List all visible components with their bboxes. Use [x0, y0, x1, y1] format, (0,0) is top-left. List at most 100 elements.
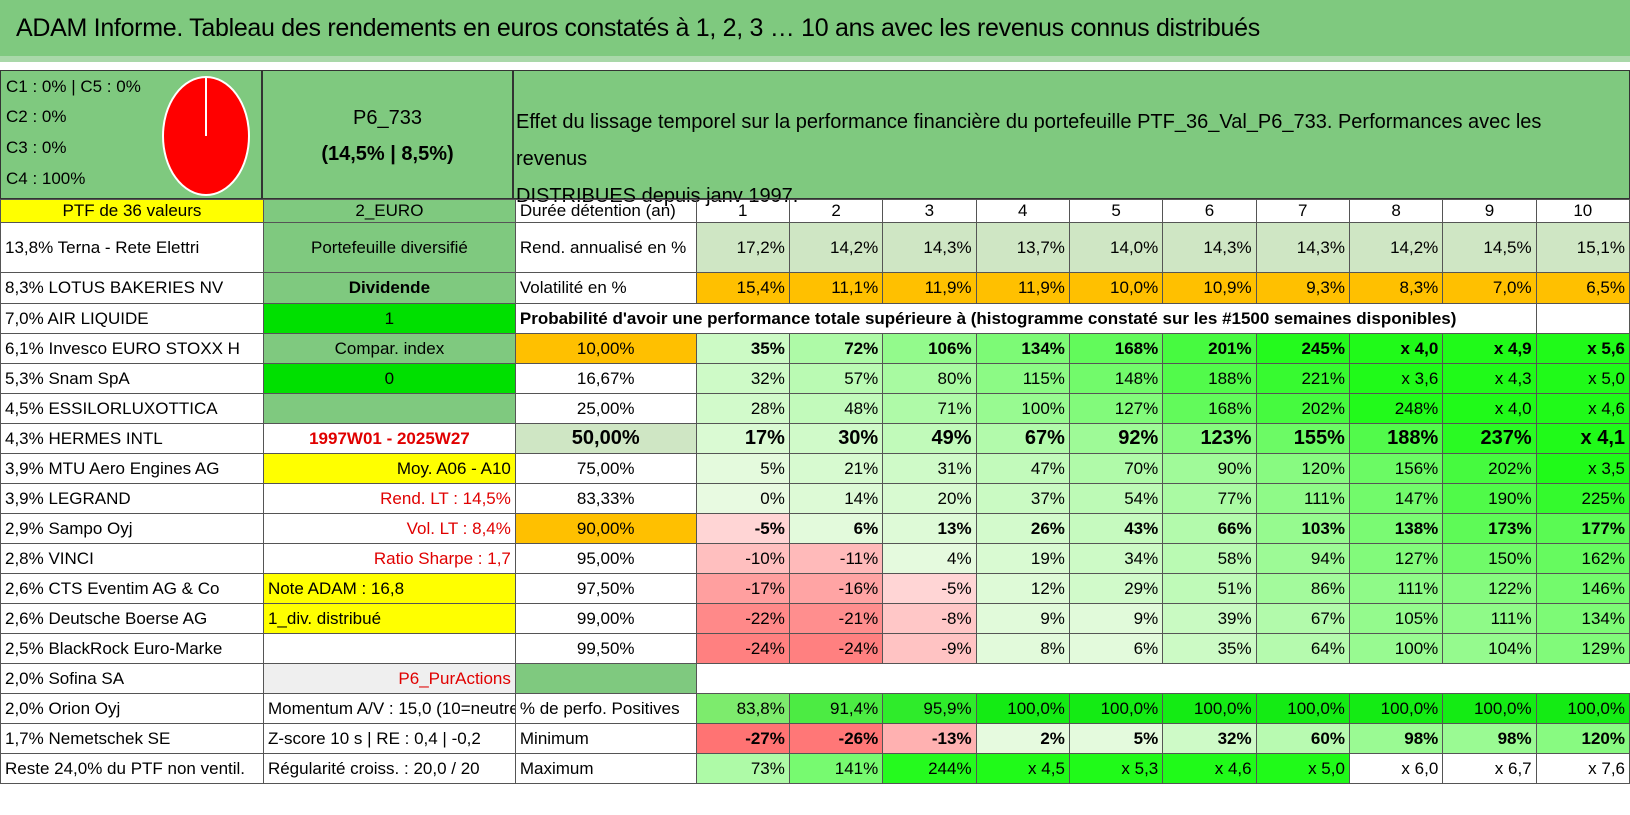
quantile-value: 146%	[1535, 573, 1630, 604]
vol-value: 7,0%	[1442, 272, 1537, 304]
table-row: Reste 24,0% du PTF non ventil. Régularité…	[0, 753, 1630, 784]
quantile-value: 201%	[1162, 333, 1257, 364]
info-cell: Note ADAM : 16,8	[262, 573, 516, 604]
holding-row: 4,5% ESSILORLUXOTTICA	[0, 393, 264, 424]
quantile-value: x 4,0	[1442, 393, 1537, 424]
max-value: x 6,0	[1348, 753, 1444, 784]
quantile-value: x 4,9	[1442, 333, 1537, 364]
class-line-3: C3 : 0%	[6, 138, 67, 157]
min-label: Minimum	[514, 723, 697, 754]
info-cell: 1_div. distribué	[262, 603, 516, 634]
quantile-value: 4%	[882, 543, 977, 574]
quantile-value: -16%	[788, 573, 884, 604]
pos-value: 91,4%	[788, 693, 884, 724]
description-panel: Effet du lissage temporel sur la perform…	[513, 70, 1630, 207]
min-value: -26%	[788, 723, 884, 754]
quantile-value: -22%	[695, 603, 790, 634]
quantile-value: 86%	[1255, 573, 1350, 604]
quantile-label: 95,00%	[514, 543, 697, 574]
info-cell: Portefeuille diversifié	[262, 222, 516, 273]
quantile-label: 83,33%	[514, 483, 697, 514]
holding-row: 6,1% Invesco EURO STOXX H	[0, 333, 264, 364]
table-row: 2,5% BlackRock Euro-Marke 99,50% -24% -24% -…	[0, 633, 1630, 664]
quantile-value: 177%	[1535, 513, 1630, 544]
quantile-value: 32%	[695, 363, 790, 394]
quantile-value: 29%	[1068, 573, 1164, 604]
quantile-value: 35%	[695, 333, 790, 364]
vol-value: 11,9%	[975, 272, 1070, 304]
pos-value: 100,0%	[975, 693, 1070, 724]
quantile-value: 150%	[1442, 543, 1537, 574]
pos-value: 100,0%	[1255, 693, 1350, 724]
year-header-3: 3	[882, 199, 977, 223]
table-row: 1,7% Nemetschek SE Z-score 10 s | RE : 0,…	[0, 723, 1630, 754]
col-header-holdings: PTF de 36 valeurs	[0, 199, 264, 223]
rend-label: Rend. annualisé en %	[514, 222, 697, 273]
quantile-value: 67%	[1255, 603, 1350, 634]
holding-row: 2,0% Orion Oyj	[0, 693, 264, 724]
quantile-value: 92%	[1068, 423, 1164, 454]
quantile-value: -24%	[695, 633, 790, 664]
max-value: x 4,5	[975, 753, 1070, 784]
quantile-value: -9%	[882, 633, 977, 664]
rend-value: 17,2%	[695, 222, 790, 273]
quantile-value: 111%	[1442, 603, 1537, 634]
quantile-value: 103%	[1255, 513, 1350, 544]
quantile-value: 202%	[1255, 393, 1350, 424]
table-row: 2,0% Sofina SA P6_PurActions	[0, 663, 1630, 694]
year-header-10: 10	[1535, 199, 1630, 223]
info-cell: Vol. LT : 8,4%	[262, 513, 516, 544]
holding-row: 3,9% LEGRAND	[0, 483, 264, 514]
quantile-value: 20%	[882, 483, 977, 514]
quantile-label: 16,67%	[514, 363, 697, 394]
max-value: x 6,7	[1442, 753, 1537, 784]
quantile-value: 94%	[1255, 543, 1350, 574]
holding-row: 7,0% AIR LIQUIDE	[0, 303, 264, 334]
quantile-value: 70%	[1068, 453, 1164, 484]
quantile-value: 134%	[975, 333, 1070, 364]
quantile-value: 51%	[1162, 573, 1257, 604]
quantile-value: 162%	[1535, 543, 1630, 574]
table-row: 2,6% CTS Eventim AG & Co Note ADAM : 16,8…	[0, 573, 1630, 604]
table-row: 2,9% Sampo Oyj Vol. LT : 8,4% 90,00% -5% 6% 1…	[0, 513, 1630, 544]
table-row: 2,0% Orion Oyj Momentum A/V : 15,0 (10=ne…	[0, 693, 1630, 724]
rend-value: 15,1%	[1535, 222, 1630, 273]
quantile-value: 37%	[975, 483, 1070, 514]
quantile-value: -11%	[788, 543, 884, 574]
info-cell: Régularité croiss. : 20,0 / 20	[262, 753, 516, 784]
quantile-value: 58%	[1162, 543, 1257, 574]
quantile-value: 21%	[788, 453, 884, 484]
quantile-value: 49%	[882, 423, 977, 454]
holding-row: 13,8% Terna - Rete Elettri	[0, 222, 264, 273]
year-header-7: 7	[1255, 199, 1350, 223]
vol-value: 11,9%	[882, 272, 977, 304]
quantile-value: 155%	[1255, 423, 1350, 454]
quantile-label: 97,50%	[514, 573, 697, 604]
pos-value: 100,0%	[1068, 693, 1164, 724]
min-value: 2%	[975, 723, 1070, 754]
quantile-value: -24%	[788, 633, 884, 664]
quantile-value: 57%	[788, 363, 884, 394]
quantile-value: 168%	[1162, 393, 1257, 424]
quantile-value: 123%	[1162, 423, 1257, 454]
quantile-value: 19%	[975, 543, 1070, 574]
quantile-value: x 5,6	[1535, 333, 1630, 364]
quantile-value: 12%	[975, 573, 1070, 604]
year-header-9: 9	[1442, 199, 1537, 223]
holding-row: 4,3% HERMES INTL	[0, 423, 264, 454]
vol-value: 15,4%	[695, 272, 790, 304]
info-cell	[262, 393, 516, 424]
holding-row: 8,3% LOTUS BAKERIES NV	[0, 272, 264, 304]
quantile-value: 30%	[788, 423, 884, 454]
quantile-value: 111%	[1255, 483, 1350, 514]
description-line-1: Effet du lissage temporel sur la perform…	[516, 111, 1542, 170]
quantile-value: 221%	[1255, 363, 1350, 394]
quantile-value: x 3,6	[1348, 363, 1444, 394]
class-line-2: C2 : 0%	[6, 107, 67, 126]
holding-row: 2,6% Deutsche Boerse AG	[0, 603, 264, 634]
min-value: -13%	[882, 723, 977, 754]
holding-row: Reste 24,0% du PTF non ventil.	[0, 753, 264, 784]
rend-value: 14,2%	[788, 222, 884, 273]
pos-value: 100,0%	[1442, 693, 1537, 724]
pos-label: % de perfo. Positives	[514, 693, 697, 724]
